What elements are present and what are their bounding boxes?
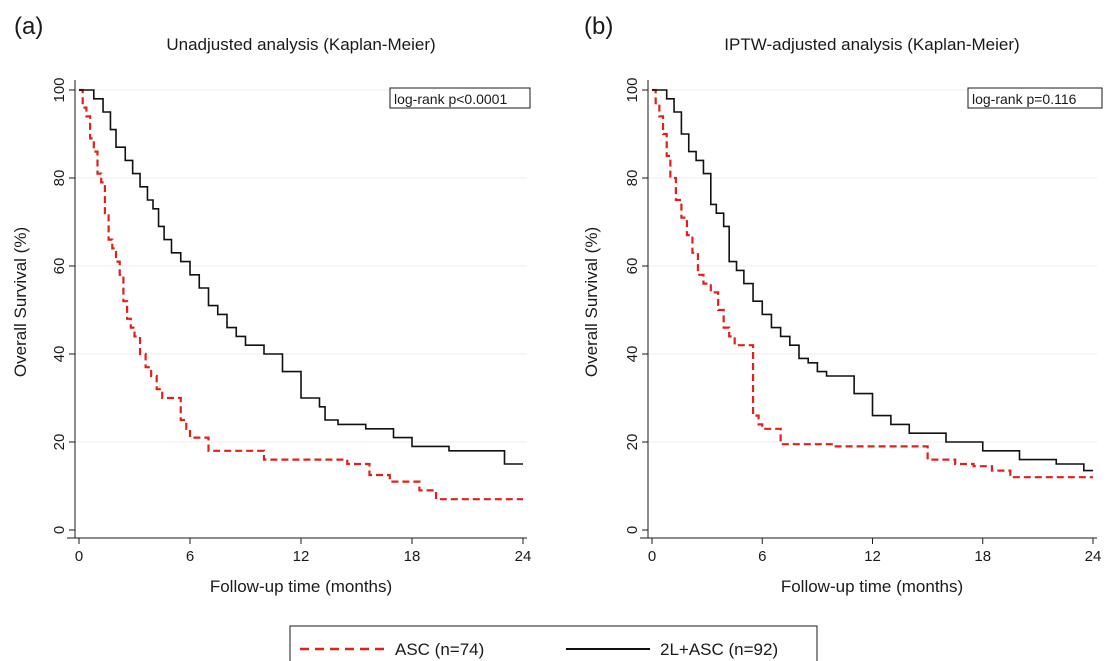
legend-label-2l-asc: 2L+ASC (n=92) [660,640,778,659]
panel-b-plot-area: 0 20 40 60 80 100 0 6 12 18 24 [624,77,1101,565]
panel-b-y-tick-label-0: 0 [624,526,641,534]
legend-item-asc: ASC (n=74) [300,640,484,659]
panel-a: (a) Unadjusted analysis (Kaplan-Meier) 0… [11,13,531,596]
panel-b-x-tick-label-6: 6 [758,548,766,565]
panel-b-y-tick-label-80: 80 [624,170,641,187]
legend-box [289,625,818,661]
panel-a-x-tick-label-18: 18 [404,548,421,565]
panel-a-title: Unadjusted analysis (Kaplan-Meier) [166,35,435,54]
panel-b-y-tick-label-40: 40 [624,346,641,363]
panel-a-letter: (a) [14,13,43,40]
panel-b-y-tick-label-20: 20 [624,434,641,451]
panel-b-x-axis-label: Follow-up time (months) [781,577,963,596]
legend-item-2l-asc: 2L+ASC (n=92) [566,640,778,659]
panel-b-x-tick-label-24: 24 [1085,548,1102,565]
panel-a-x-tick-label-12: 12 [293,548,310,565]
panel-a-y-tick-label-40: 40 [51,346,68,363]
panel-a-x-tick-label-24: 24 [515,548,532,565]
panel-a-y-tick-label-100: 100 [51,77,68,102]
panel-a-annotation-text: log-rank p<0.0001 [394,91,507,107]
panel-a-series-2l-asc-line [79,89,523,465]
panel-a-x-tick-label-0: 0 [75,548,83,565]
panel-b-x-tick-label-18: 18 [974,548,991,565]
panel-b-letter: (b) [584,13,613,40]
panel-b-x-tick-label-12: 12 [864,548,881,565]
panel-a-y-axis-label: Overall Survival (%) [11,227,30,377]
legend: ASC (n=74) 2L+ASC (n=92) [289,625,818,661]
panel-b-y-tick-label-60: 60 [624,258,641,275]
panel-a-x-tick-label-6: 6 [186,548,194,565]
panel-a-y-tick-label-20: 20 [51,434,68,451]
panel-a-series-asc-line [79,88,523,501]
panel-b-title: IPTW-adjusted analysis (Kaplan-Meier) [724,35,1019,54]
panel-b-series-asc-line [652,88,1093,479]
panel-b-y-axis-label: Overall Survival (%) [582,227,601,377]
panel-a-y-tick-label-80: 80 [51,170,68,187]
panel-a-annotation-box: log-rank p<0.0001 [389,87,531,109]
panel-a-y-tick-label-0: 0 [51,526,68,534]
panel-a-x-axis-label: Follow-up time (months) [210,577,392,596]
legend-label-asc: ASC (n=74) [395,640,484,659]
panel-a-plot-area: 0 20 40 60 80 100 0 6 12 18 24 [51,77,531,565]
panel-b-x-tick-label-0: 0 [648,548,656,565]
panel-a-y-tick-label-60: 60 [51,258,68,275]
panel-b-y-tick-label-100: 100 [624,77,641,102]
panel-b: (b) IPTW-adjusted analysis (Kaplan-Meier… [582,13,1103,596]
panel-b-annotation-text: log-rank p=0.116 [972,91,1077,107]
panel-b-annotation-box: log-rank p=0.116 [967,87,1103,109]
panel-b-series-2l-asc-line [652,89,1093,472]
